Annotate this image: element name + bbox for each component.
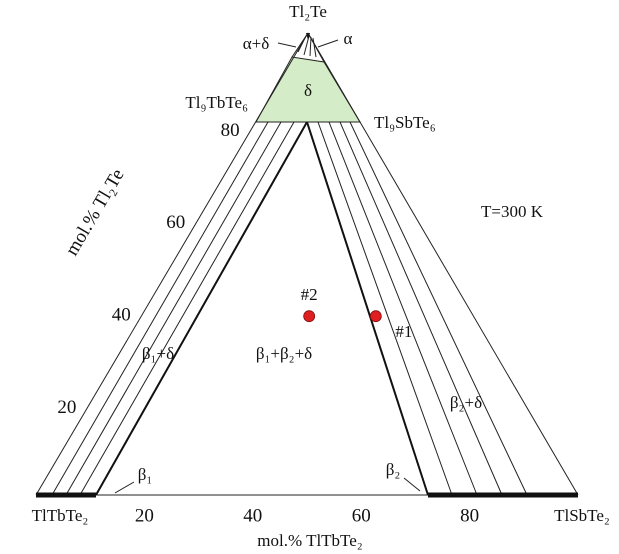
compound-label: Tl₉TbTe₆ bbox=[185, 93, 248, 112]
vertex-label: TlSbTe₂ bbox=[554, 506, 610, 525]
region-label: δ bbox=[304, 81, 312, 100]
vertex-label: TlTbTe₂ bbox=[32, 506, 89, 525]
tie-lines bbox=[51, 121, 528, 496]
y-tick-label: 40 bbox=[112, 305, 131, 326]
region-label: α+δ bbox=[243, 34, 270, 53]
point-label: #2 bbox=[301, 285, 318, 304]
y-tick-label: 80 bbox=[221, 120, 240, 141]
x-tick-label: 40 bbox=[243, 505, 262, 526]
x-tick-label: 20 bbox=[135, 505, 154, 526]
leaders bbox=[114, 39, 421, 494]
region-label: β₂ bbox=[386, 460, 401, 479]
x-tick-label: 60 bbox=[352, 505, 371, 526]
sample-point bbox=[303, 310, 316, 323]
bottom-axis-label: mol.% TlTbTe₂ bbox=[257, 531, 362, 550]
three-phase-boundary bbox=[95, 121, 429, 496]
y-tick-label: 60 bbox=[166, 212, 185, 233]
region-label: α bbox=[344, 29, 353, 48]
left-axis-label: mol.% Tl₂Te bbox=[61, 165, 128, 259]
region-label: β₁+δ bbox=[142, 344, 174, 363]
point-label: #1 bbox=[395, 322, 412, 341]
region-label: β₂+δ bbox=[450, 393, 482, 412]
region-label: β₁+β₂+δ bbox=[256, 344, 312, 363]
y-tick-label: 20 bbox=[57, 397, 76, 418]
region-label: β₁ bbox=[138, 465, 153, 484]
vertex-label: Tl₂Te bbox=[289, 2, 327, 21]
x-tick-label: 80 bbox=[460, 505, 479, 526]
sample-point bbox=[369, 310, 382, 323]
compound-label: Tl₉SbTe₆ bbox=[374, 113, 436, 132]
temperature-label: T=300 K bbox=[481, 202, 544, 221]
